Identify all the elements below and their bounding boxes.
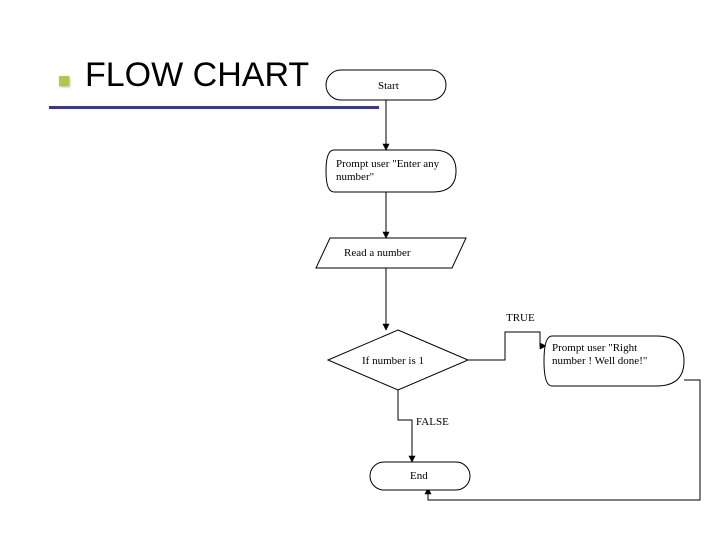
edge-false-label: FALSE bbox=[416, 416, 449, 428]
node-prompt2-label: Prompt user "Right number ! Well done!" bbox=[552, 342, 667, 367]
node-start-label: Start bbox=[378, 80, 399, 93]
node-end-label: End bbox=[410, 470, 428, 483]
flowchart-canvas bbox=[0, 0, 720, 540]
edge-true-label: TRUE bbox=[506, 312, 535, 324]
node-decision-label: If number is 1 bbox=[362, 355, 424, 368]
node-prompt1-label: Prompt user "Enter any number" bbox=[336, 158, 440, 183]
node-read-label: Read a number bbox=[344, 247, 411, 260]
